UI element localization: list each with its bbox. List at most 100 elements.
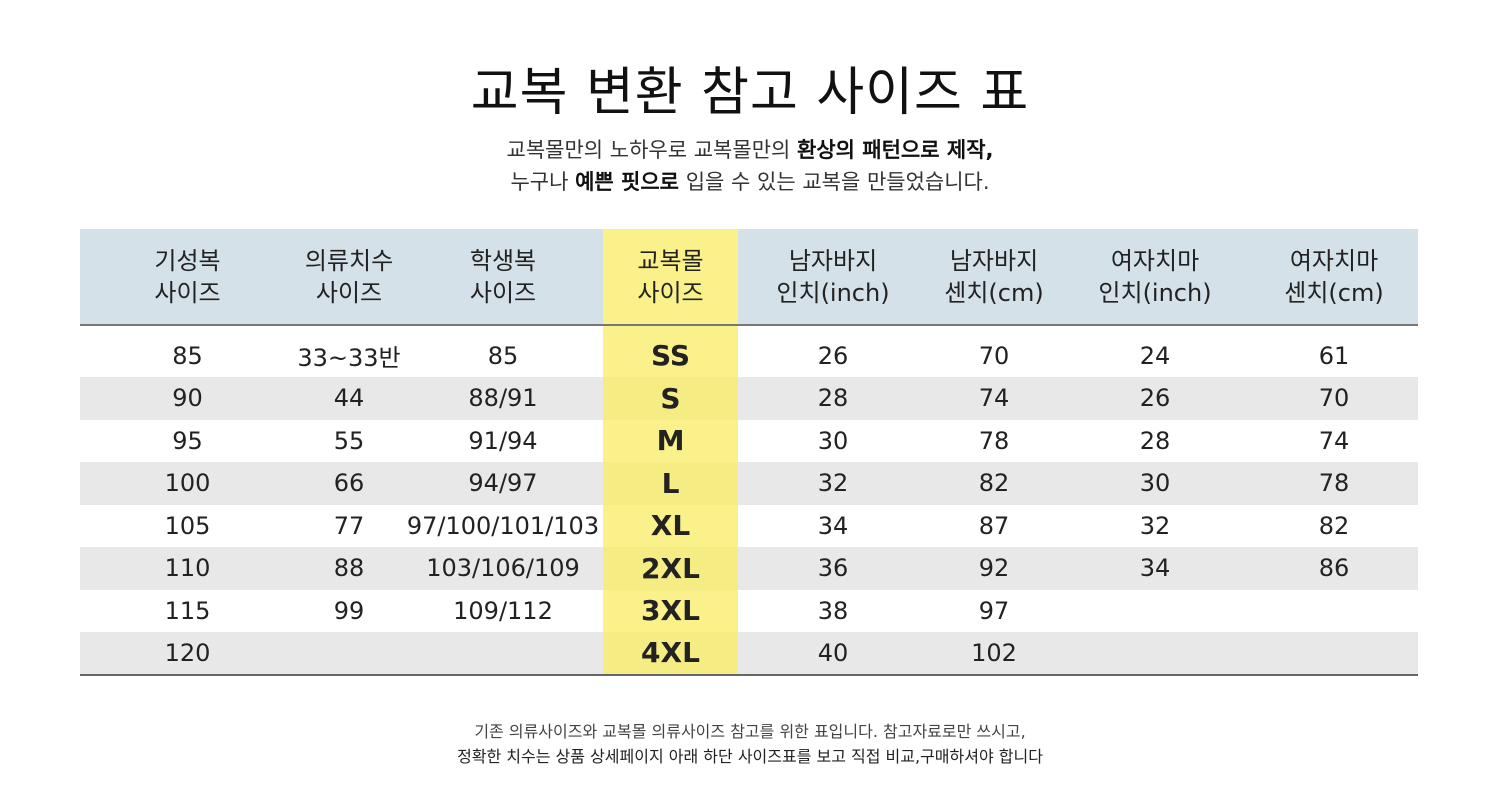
- column-header-line1: 남자바지: [788, 246, 878, 275]
- table-cell: 109/112: [453, 596, 553, 625]
- column-header-line1: 여자치마: [1289, 246, 1379, 275]
- table-row: 105 77 97/100/101/103 XL 34 87 32 82: [80, 504, 1418, 547]
- footnote-line2: 정확한 치수는 상품 상세페이지 아래 하단 사이즈표를 보고 직접 비교,구매…: [457, 747, 1043, 766]
- table-header-row: 기성복 사이즈 의류치수 사이즈 학생복 사이즈 교복몰 사이즈 남자바지 인치(inch) 남자바…: [80, 229, 1418, 326]
- column-header-line1: 교복몰: [637, 246, 704, 275]
- table-cell: 74: [928, 377, 1060, 420]
- uniform-size-cell: 2XL: [603, 547, 738, 590]
- table-cell: 91/94: [468, 426, 538, 455]
- table-cell: 82: [928, 462, 1060, 505]
- subtitle-line1-emphasis: 환상의 패턴으로 제작,: [797, 138, 994, 162]
- uniform-size-cell: 3XL: [603, 589, 738, 632]
- footnote-line1: 기존 의류사이즈와 교복몰 의류사이즈 참고를 위한 표입니다. 참고자료로만 …: [474, 722, 1026, 741]
- table-cell: 33~33반: [297, 344, 401, 372]
- subtitle-line1: 교복몰만의 노하우로 교복몰만의 환상의 패턴으로 제작,: [507, 138, 994, 162]
- table-cell: 70: [1250, 377, 1418, 420]
- table-cell: 55: [333, 426, 365, 455]
- subtitle-line2-emphasis: 예쁜 핏으로: [575, 170, 680, 194]
- table-cell: 30: [1060, 462, 1250, 505]
- table-cell: 94/97: [403, 462, 603, 505]
- table-row: 120 4XL 40 102: [80, 632, 1418, 676]
- table-row: 115 99 109/112 3XL 38 97: [80, 589, 1418, 633]
- subtitle: 교복몰만의 노하우로 교복몰만의 환상의 패턴으로 제작, 누구나 예쁜 핏으로…: [0, 134, 1500, 198]
- table-cell: 120: [80, 632, 295, 676]
- table-cell: 115: [164, 596, 211, 625]
- table-row: 95 55 91/94 M 30 78 28 74: [80, 419, 1418, 462]
- subtitle-line2-text-a: 누구나: [510, 170, 576, 194]
- subtitle-line1-text: 교복몰만의 노하우로 교복몰만의: [506, 138, 798, 162]
- table-cell: 86: [1250, 547, 1418, 590]
- table-cell: 99: [333, 596, 365, 625]
- table-row: 100 66 94/97 L 32 82 30 78: [80, 462, 1418, 505]
- table-cell: [1250, 590, 1418, 633]
- column-header-line2: 사이즈: [154, 278, 221, 307]
- table-cell: [295, 632, 403, 676]
- table-cell: 100: [80, 462, 295, 505]
- table-cell: 103/106/109: [403, 547, 603, 590]
- table-cell: 88/91: [403, 377, 603, 420]
- table-cell: 44: [295, 377, 403, 420]
- table-cell: 95: [172, 426, 203, 455]
- table-cell: 105: [164, 511, 211, 540]
- column-header-line1: 기성복: [154, 246, 221, 275]
- table-body: 85 33~33반 85 SS 26 70 24 61 90 44 88/91 S 28 74 26 70 95…: [80, 325, 1418, 676]
- table-cell: 85: [487, 341, 519, 370]
- table-cell: 28: [738, 377, 928, 420]
- table-cell: [1250, 632, 1418, 676]
- table-cell: 24: [1139, 341, 1171, 370]
- column-header-line1: 학생복: [469, 246, 537, 275]
- table-cell: [403, 632, 603, 676]
- table-cell: 36: [738, 547, 928, 590]
- table-cell: 110: [80, 547, 295, 590]
- table-cell: 102: [928, 632, 1060, 676]
- table-cell: 26: [817, 341, 849, 370]
- footnote: 기존 의류사이즈와 교복몰 의류사이즈 참고를 위한 표입니다. 참고자료로만 …: [0, 719, 1500, 769]
- column-header: 교복몰 사이즈: [603, 229, 738, 326]
- table-cell: 30: [817, 426, 849, 455]
- table-cell: 88: [295, 547, 403, 590]
- column-header-line2: 사이즈: [469, 278, 537, 307]
- table-cell: 66: [295, 462, 403, 505]
- page-title: 교복 변환 참고 사이즈 표: [470, 63, 1030, 123]
- table-cell: 26: [1060, 377, 1250, 420]
- table-cell: 38: [817, 596, 849, 625]
- subtitle-line2-text-b: 입을 수 있는 교복을 만들었습니다.: [679, 170, 990, 194]
- table-cell: 87: [978, 511, 1010, 540]
- column-header: 남자바지 센치(cm): [928, 229, 1060, 326]
- table-cell: 34: [1060, 547, 1250, 590]
- column-header-line1: 의류치수: [304, 246, 394, 275]
- uniform-size-cell: XL: [603, 504, 738, 547]
- table-cell: 90: [80, 377, 295, 420]
- table-row: 110 88 103/106/109 2XL 36 92 34 86: [80, 547, 1418, 590]
- table-cell: 70: [978, 341, 1010, 370]
- table-cell: [1060, 632, 1250, 676]
- size-table-wrapper: 기성복 사이즈 의류치수 사이즈 학생복 사이즈 교복몰 사이즈 남자바지 인치(inch) 남자바…: [80, 229, 1418, 676]
- table-cell: 32: [738, 462, 928, 505]
- column-header-line2: 센치(cm): [1284, 278, 1384, 307]
- column-header: 남자바지 인치(inch): [738, 229, 928, 326]
- table-row: 85 33~33반 85 SS 26 70 24 61: [80, 325, 1418, 377]
- uniform-size-cell: M: [603, 419, 738, 462]
- uniform-size-cell: SS: [603, 325, 738, 377]
- table-cell: 28: [1139, 426, 1171, 455]
- subtitle-line2: 누구나 예쁜 핏으로 입을 수 있는 교복을 만들었습니다.: [510, 170, 989, 194]
- uniform-size-cell: L: [603, 462, 738, 505]
- size-table: 기성복 사이즈 의류치수 사이즈 학생복 사이즈 교복몰 사이즈 남자바지 인치(inch) 남자바…: [80, 229, 1418, 676]
- column-header-line2: 센치(cm): [944, 278, 1044, 307]
- table-cell: 78: [978, 426, 1010, 455]
- table-cell: 82: [1318, 511, 1350, 540]
- column-header-line2: 사이즈: [315, 278, 383, 307]
- uniform-size-cell: 4XL: [603, 632, 738, 676]
- table-cell: 61: [1318, 341, 1350, 370]
- table-cell: 34: [817, 511, 849, 540]
- table-cell: 32: [1139, 511, 1171, 540]
- uniform-size-cell: S: [603, 377, 738, 420]
- table-cell: 40: [738, 632, 928, 676]
- table-cell: 74: [1318, 426, 1350, 455]
- table-cell: 77: [333, 511, 365, 540]
- table-cell: 97/100/101/103: [406, 511, 600, 540]
